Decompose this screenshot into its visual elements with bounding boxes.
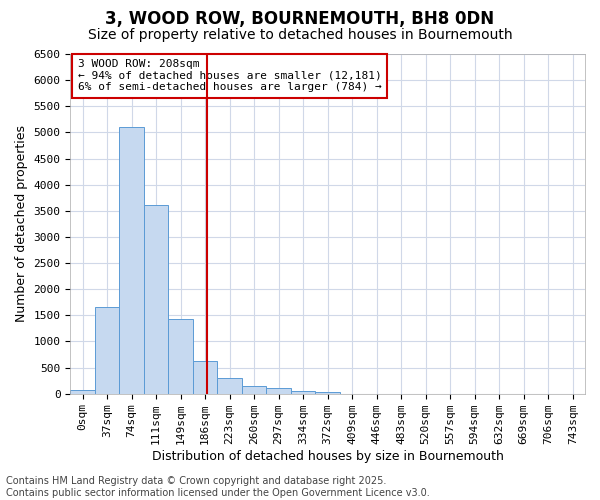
Bar xyxy=(119,127,144,394)
Text: Contains HM Land Registry data © Crown copyright and database right 2025.
Contai: Contains HM Land Registry data © Crown c… xyxy=(6,476,430,498)
Bar xyxy=(242,386,266,394)
Bar xyxy=(291,391,316,394)
Text: 3 WOOD ROW: 208sqm
← 94% of detached houses are smaller (12,181)
6% of semi-deta: 3 WOOD ROW: 208sqm ← 94% of detached hou… xyxy=(78,59,382,92)
Bar xyxy=(95,308,119,394)
Y-axis label: Number of detached properties: Number of detached properties xyxy=(15,126,28,322)
Bar xyxy=(217,378,242,394)
Text: Size of property relative to detached houses in Bournemouth: Size of property relative to detached ho… xyxy=(88,28,512,42)
Bar xyxy=(144,204,169,394)
Bar xyxy=(193,362,217,394)
Bar xyxy=(169,319,193,394)
Bar xyxy=(70,390,95,394)
Bar xyxy=(266,388,291,394)
X-axis label: Distribution of detached houses by size in Bournemouth: Distribution of detached houses by size … xyxy=(152,450,503,462)
Text: 3, WOOD ROW, BOURNEMOUTH, BH8 0DN: 3, WOOD ROW, BOURNEMOUTH, BH8 0DN xyxy=(106,10,494,28)
Bar xyxy=(316,392,340,394)
